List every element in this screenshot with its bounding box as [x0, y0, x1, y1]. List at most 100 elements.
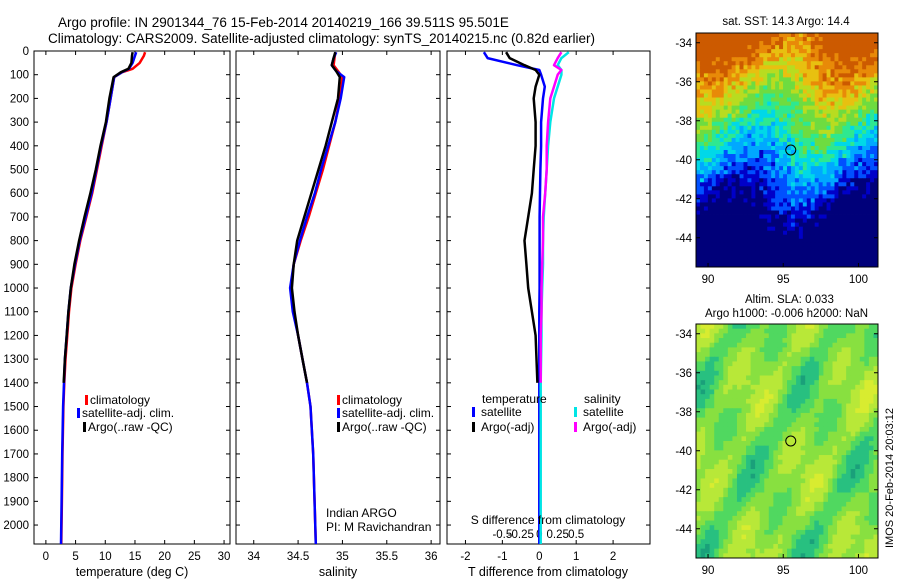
map-cell — [850, 511, 856, 517]
map-cell — [814, 198, 820, 203]
map-cell — [705, 450, 711, 456]
map-cell — [715, 61, 721, 66]
map-cell — [787, 361, 792, 367]
map-cell — [699, 101, 705, 107]
map-cell — [768, 459, 774, 465]
map-cell — [874, 129, 879, 135]
map-cell — [850, 520, 856, 526]
map-cell — [814, 37, 820, 42]
map-cell — [751, 45, 756, 50]
map-cell — [723, 497, 729, 503]
map-cell — [870, 89, 875, 94]
map-cell — [822, 214, 827, 219]
map-cell — [814, 174, 820, 179]
map-cell — [810, 109, 816, 115]
map-cell — [755, 234, 760, 240]
map-cell — [818, 182, 824, 187]
map-cell — [727, 511, 733, 517]
map-cell — [747, 133, 752, 139]
map-cell — [830, 145, 835, 151]
map-cell — [783, 113, 788, 119]
map-cell — [783, 190, 788, 195]
map-cell — [834, 202, 839, 207]
map-cell — [764, 450, 770, 456]
map-cell — [746, 520, 751, 526]
map-cell — [773, 459, 779, 465]
map-cell — [723, 246, 729, 252]
map-cell — [705, 529, 711, 535]
map-cell — [755, 170, 760, 175]
map-cell — [705, 501, 711, 507]
map-cell — [823, 534, 829, 540]
map-cell — [802, 45, 808, 50]
map-cell — [751, 81, 756, 86]
map-cell — [854, 178, 859, 183]
map-cell — [794, 85, 800, 90]
map-cell — [832, 534, 838, 540]
map-cell — [806, 145, 812, 151]
map-cell — [826, 81, 831, 86]
map-cell — [711, 113, 717, 119]
map-cell — [841, 455, 847, 461]
map-cell — [727, 33, 733, 38]
map-cell — [723, 375, 729, 381]
map-cell — [719, 238, 725, 244]
map-cell — [779, 81, 784, 86]
map-cell — [715, 262, 721, 268]
map-cell — [787, 121, 792, 127]
map-cell — [696, 170, 701, 175]
map-cell — [747, 77, 752, 82]
map-cell — [805, 431, 811, 437]
map-cell — [764, 375, 770, 381]
map-cell — [696, 250, 701, 256]
map-cell — [747, 230, 752, 236]
map-cell — [790, 49, 796, 54]
map-cell — [826, 226, 831, 232]
map-cell — [802, 174, 808, 179]
map-cell — [719, 262, 725, 268]
map-cell — [732, 436, 738, 442]
map-cell — [830, 69, 835, 74]
map-cell — [841, 543, 847, 550]
map-cell — [814, 258, 820, 264]
map-cell — [727, 501, 733, 507]
map-cell — [747, 254, 752, 260]
map-cell — [727, 258, 733, 264]
map-cell — [798, 226, 804, 232]
map-cell — [862, 262, 867, 268]
map-cell — [723, 170, 729, 175]
map-cell — [715, 186, 721, 191]
map-cell — [711, 158, 717, 163]
map-cell — [779, 178, 784, 183]
map-cell — [739, 222, 744, 228]
map-cell — [779, 65, 784, 70]
map-cell — [809, 431, 815, 437]
map-cell — [827, 487, 833, 493]
map-cell — [806, 125, 812, 131]
map-cell — [750, 333, 756, 339]
map-cell — [718, 347, 724, 353]
map-cell — [850, 375, 856, 381]
map-cell — [809, 389, 815, 395]
map-cell — [866, 166, 871, 171]
map-cell — [783, 53, 788, 58]
map-cell — [777, 515, 783, 521]
map-cell — [699, 170, 705, 175]
map-cell — [775, 258, 780, 264]
map-cell — [810, 262, 816, 268]
map-cell — [842, 125, 847, 131]
map-cell — [707, 178, 713, 183]
map-cell — [826, 49, 831, 54]
map-cell — [777, 511, 783, 517]
map-cell — [832, 412, 838, 418]
map-cell — [719, 222, 725, 228]
map-cell — [759, 520, 765, 526]
map-cell — [842, 109, 847, 115]
map-cell — [798, 210, 804, 215]
map-cell — [767, 198, 772, 203]
map-cell — [846, 101, 851, 107]
map-cell — [830, 77, 835, 82]
map-cell — [858, 210, 863, 215]
map-cell — [855, 483, 861, 489]
map-cell — [711, 97, 717, 102]
